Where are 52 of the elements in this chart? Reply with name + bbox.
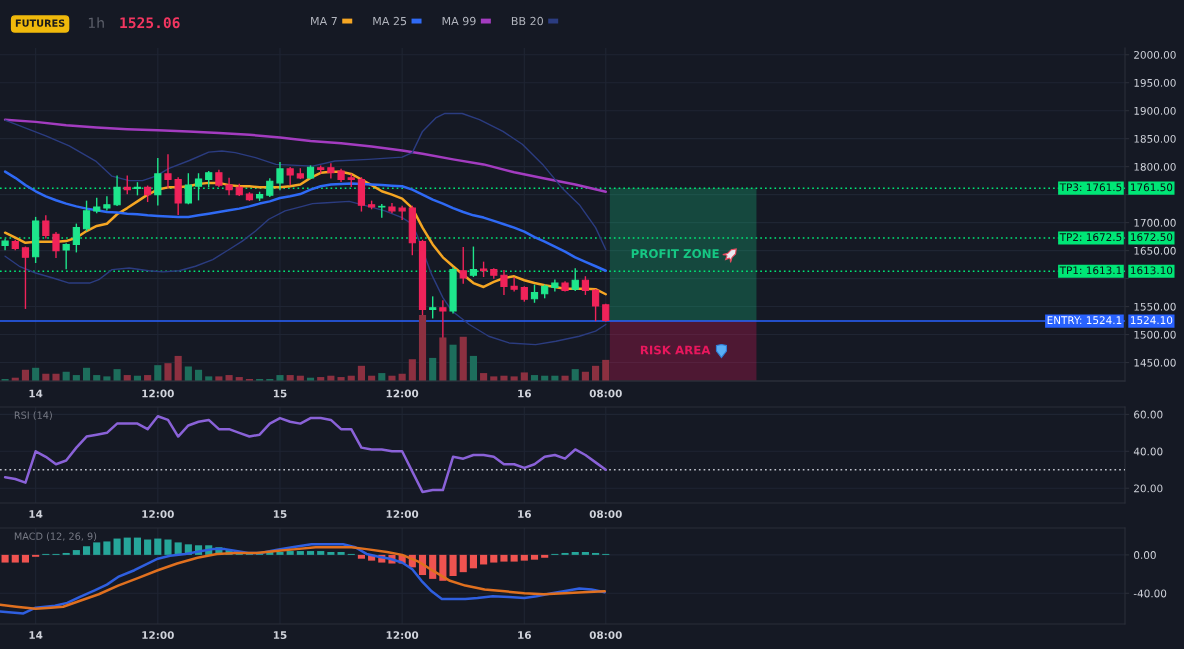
x-tick-label: 16 <box>518 631 532 640</box>
y-tick-label: 40.00 <box>1133 447 1163 456</box>
y-tick-label: 1850.00 <box>1134 134 1176 143</box>
x-tick-label: 15 <box>273 510 287 519</box>
x-tick-label: 08:00 <box>589 631 622 640</box>
x-tick-label: 14 <box>29 389 43 398</box>
ref-line-label: TP1: 1613.1 <box>1059 266 1122 275</box>
x-tick-label: 08:00 <box>589 510 622 519</box>
y-tick-label: 1900.00 <box>1134 106 1176 115</box>
legend-label: MA 99 <box>442 16 476 26</box>
x-tick-label: 12:00 <box>142 510 174 519</box>
y-tick-label: 1550.00 <box>1134 302 1176 311</box>
x-tick-label: 12:00 <box>142 631 174 640</box>
y-tick-label: 1700.00 <box>1134 218 1176 227</box>
y-tick-label: 1950.00 <box>1134 78 1176 87</box>
y-tick-label: 1500.00 <box>1134 330 1176 339</box>
legend-label: MA 25 <box>373 16 407 26</box>
text: 1525.06 <box>120 17 180 29</box>
annotation: 1613.10 <box>1131 266 1173 275</box>
annotation: 1524.10 <box>1131 316 1173 325</box>
chart-title: RSI (14) <box>14 411 52 420</box>
x-tick-label: 12:00 <box>386 510 419 519</box>
y-tick-label: 20.00 <box>1134 484 1163 493</box>
x-tick-label: 08:00 <box>589 389 622 398</box>
chart-title: MACD (12, 26, 9) <box>14 532 97 541</box>
legend-label: MA 7 <box>311 16 337 26</box>
annotation: 1761.50 <box>1131 183 1173 192</box>
x-tick-label: 16 <box>518 389 532 398</box>
y-tick-label: 60.00 <box>1134 410 1163 419</box>
x-tick-label: 14 <box>29 631 43 639</box>
x-tick-label: 12:00 <box>386 631 419 640</box>
y-tick-label: 1450.00 <box>1134 358 1176 367</box>
x-tick-label: 15 <box>273 389 287 398</box>
x-tick-label: 15 <box>273 631 287 640</box>
y-tick-label: -40.00 <box>1133 589 1167 598</box>
y-tick-label: 2000.00 <box>1134 50 1176 59</box>
x-tick-label: 12:00 <box>386 389 419 398</box>
band-label: PROFIT ZONE <box>631 249 719 259</box>
annotation: 1672.50 <box>1131 233 1173 242</box>
x-tick-label: 14 <box>29 510 43 518</box>
ref-line-label: TP3: 1761.5 <box>1059 183 1122 192</box>
text: 1h <box>88 17 104 28</box>
x-tick-label: 12:00 <box>142 389 174 398</box>
text: FUTURES <box>15 19 65 27</box>
y-tick-label: 0.00 <box>1134 551 1156 559</box>
x-tick-label: 16 <box>518 510 532 519</box>
y-tick-label: 1650.00 <box>1134 246 1176 255</box>
band-label: RISK AREA <box>640 345 711 355</box>
y-tick-label: 1800.00 <box>1134 162 1176 171</box>
ref-line-label: ENTRY: 1524.1 <box>1047 316 1122 325</box>
legend-label: BB 20 <box>511 16 544 26</box>
ref-line-label: TP2: 1672.5 <box>1059 233 1122 242</box>
